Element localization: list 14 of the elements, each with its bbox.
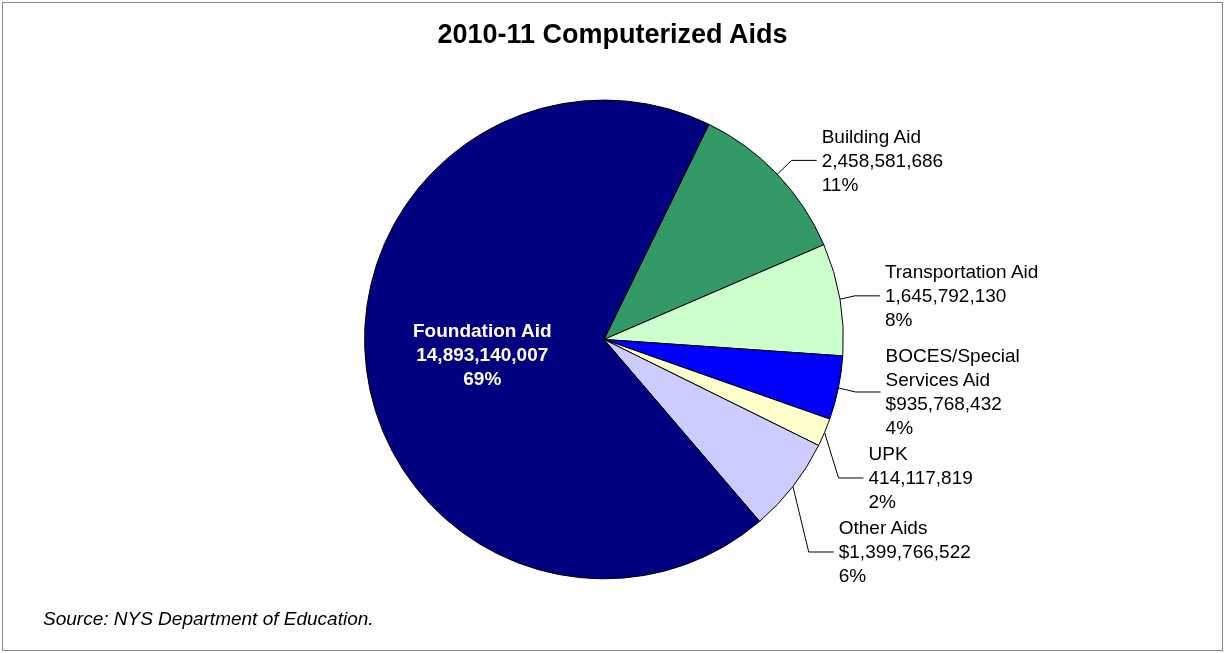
data-label: $1,399,766,522 6% xyxy=(838,541,971,587)
slice-label: Transportation Aid xyxy=(884,261,1039,283)
data-label: 414,117,819 2% xyxy=(868,467,973,513)
slice-label: Other Aids xyxy=(838,517,928,539)
data-label: 1,645,792,130 8% xyxy=(884,285,1007,331)
data-label: 14,893,140,007 69% xyxy=(416,344,549,390)
slice-label: Building Aid xyxy=(821,125,921,147)
slice-label: BOCES/Special Services Aid xyxy=(885,345,1020,391)
chart-title: 2010-11 Computerized Aids xyxy=(437,18,788,49)
slice-label: Foundation Aid xyxy=(412,320,552,342)
data-label: $935,768,432 4% xyxy=(885,393,1002,439)
data-label: 2,458,581,686 11% xyxy=(821,149,944,195)
slice-label: UPK xyxy=(868,443,908,465)
source-note: Source: NYS Department of Education. xyxy=(43,608,374,629)
